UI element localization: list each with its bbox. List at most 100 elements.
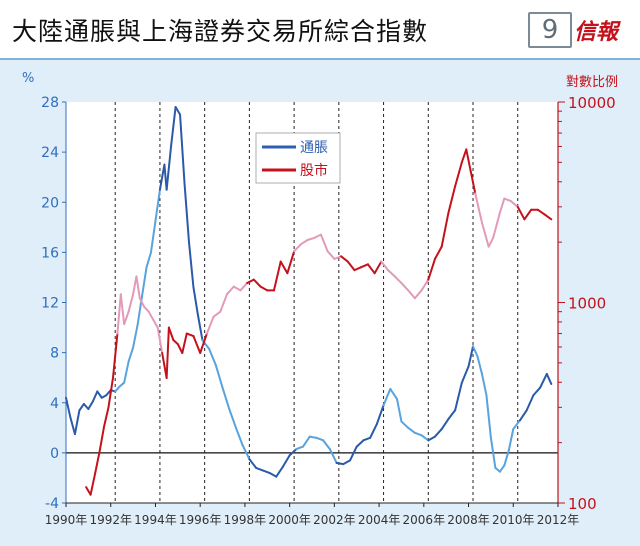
- x-axis-tick-label: 1994年: [134, 513, 177, 527]
- series-inflation-segment: [485, 394, 492, 439]
- chart-header: 大陸通脹與上海證券交易所綜合指數 9 信報: [0, 0, 640, 60]
- series-inflation-segment: [342, 459, 352, 466]
- series-inflation-segment: [355, 439, 365, 448]
- series-inflation-segment: [525, 394, 535, 412]
- series-stock-segment: [147, 310, 155, 321]
- series-inflation-segment: [476, 355, 483, 375]
- left-axis-tick-label: 4: [50, 396, 59, 412]
- series-inflation-segment: [328, 448, 338, 464]
- series-stock-segment: [427, 257, 436, 281]
- series-inflation-segment: [208, 347, 217, 367]
- x-axis-tick-label: 1996年: [179, 513, 222, 527]
- series-stock-segment: [272, 260, 282, 292]
- series-inflation-segment: [335, 461, 345, 466]
- series-stock-segment: [469, 170, 477, 195]
- series-inflation-segment: [281, 454, 291, 468]
- series-inflation-segment: [480, 372, 488, 397]
- chart-number-badge: 9: [528, 12, 572, 48]
- series-stock-segment: [480, 221, 490, 248]
- series-stock-segment: [199, 332, 208, 354]
- series-stock-segment: [454, 161, 463, 188]
- series-stock-segment: [420, 278, 430, 292]
- series-inflation-segment: [65, 396, 72, 419]
- series-stock-segment: [127, 293, 135, 313]
- series-inflation-segment: [498, 464, 506, 473]
- series-stock-segment: [393, 275, 403, 285]
- series-inflation-segment: [87, 400, 94, 411]
- legend-box: [255, 132, 341, 184]
- series-inflation-segment: [503, 449, 510, 467]
- series-stock-segment: [192, 335, 202, 354]
- series-inflation-segment: [145, 251, 152, 269]
- series-stock-segment: [366, 263, 376, 275]
- series-inflation-segment: [382, 387, 392, 407]
- series-inflation-segment: [302, 435, 311, 448]
- series-inflation-segment: [413, 431, 423, 437]
- left-axis-tick-label: 8: [50, 346, 59, 362]
- series-stock-segment: [306, 236, 316, 241]
- left-axis-unit: %: [22, 71, 34, 86]
- series-stock-segment: [510, 200, 519, 208]
- right-axis-tick-label: 10000: [568, 94, 616, 112]
- series-stock-segment: [293, 243, 302, 253]
- series-stock-segment: [279, 260, 289, 275]
- series-inflation-segment: [275, 465, 284, 478]
- series-inflation-segment: [82, 403, 90, 411]
- series-stock-segment: [380, 260, 390, 272]
- series-inflation-segment: [389, 387, 398, 400]
- series-inflation-segment: [369, 423, 378, 439]
- series-stock-segment: [165, 326, 170, 380]
- series-inflation-segment: [440, 418, 450, 431]
- series-inflation-segment: [420, 434, 430, 442]
- series-inflation-segment: [545, 372, 553, 385]
- series-stock-segment: [172, 339, 179, 346]
- x-axis-tick-label: 2002年: [313, 513, 356, 527]
- series-stock-segment: [219, 293, 229, 313]
- x-axis-tick-label: 1990年: [45, 513, 88, 527]
- series-stock-segment: [94, 450, 101, 475]
- series-stock-segment: [346, 260, 356, 272]
- series-stock-segment: [135, 275, 141, 300]
- left-axis-tick-label: 20: [41, 195, 59, 211]
- series-stock-segment: [152, 318, 159, 329]
- series-stock-segment: [326, 250, 336, 260]
- series-inflation-segment: [255, 466, 264, 472]
- series-inflation-segment: [78, 403, 85, 412]
- series-inflation-segment: [174, 106, 182, 116]
- series-stock-segment: [333, 255, 343, 260]
- x-axis-tick-label: 2004年: [358, 513, 401, 527]
- series-stock-segment: [387, 269, 396, 278]
- series-stock-segment: [167, 326, 175, 342]
- series-inflation-segment: [132, 324, 139, 349]
- series-inflation-segment: [467, 345, 475, 368]
- x-axis-tick-label: 2006年: [403, 513, 446, 527]
- series-stock-segment: [143, 305, 150, 313]
- series-stock-segment: [299, 238, 309, 246]
- series-inflation-segment: [196, 314, 204, 342]
- series-stock-segment: [353, 266, 363, 272]
- x-axis-tick-label: 2012年: [537, 513, 580, 527]
- series-inflation-segment: [532, 386, 542, 397]
- series-stock-segment: [465, 148, 472, 173]
- series-inflation-segment: [91, 390, 99, 403]
- series-stock-segment: [474, 192, 483, 224]
- series-inflation-segment: [434, 428, 443, 438]
- series-inflation-segment: [447, 409, 457, 421]
- series-inflation-segment: [288, 448, 298, 457]
- left-axis-tick-label: 24: [41, 145, 59, 161]
- series-stock-segment: [313, 233, 322, 239]
- series-inflation-segment: [96, 390, 103, 399]
- series-stock-segment: [523, 208, 533, 221]
- series-stock-segment: [89, 472, 97, 496]
- chart-title: 大陸通脹與上海證券交易所綜合指數: [12, 17, 429, 46]
- legend-label-inflation: 通脹: [300, 140, 328, 156]
- left-axis-tick-label: 16: [41, 245, 59, 261]
- series-inflation-segment: [362, 436, 372, 442]
- series-stock-segment: [111, 332, 119, 380]
- series-stock-segment: [503, 197, 513, 203]
- series-inflation-segment: [183, 182, 190, 244]
- legend-label-stock: 股市: [300, 162, 328, 179]
- series-inflation-segment: [158, 163, 166, 191]
- series-inflation-segment: [261, 469, 271, 474]
- series-inflation-segment: [507, 428, 515, 452]
